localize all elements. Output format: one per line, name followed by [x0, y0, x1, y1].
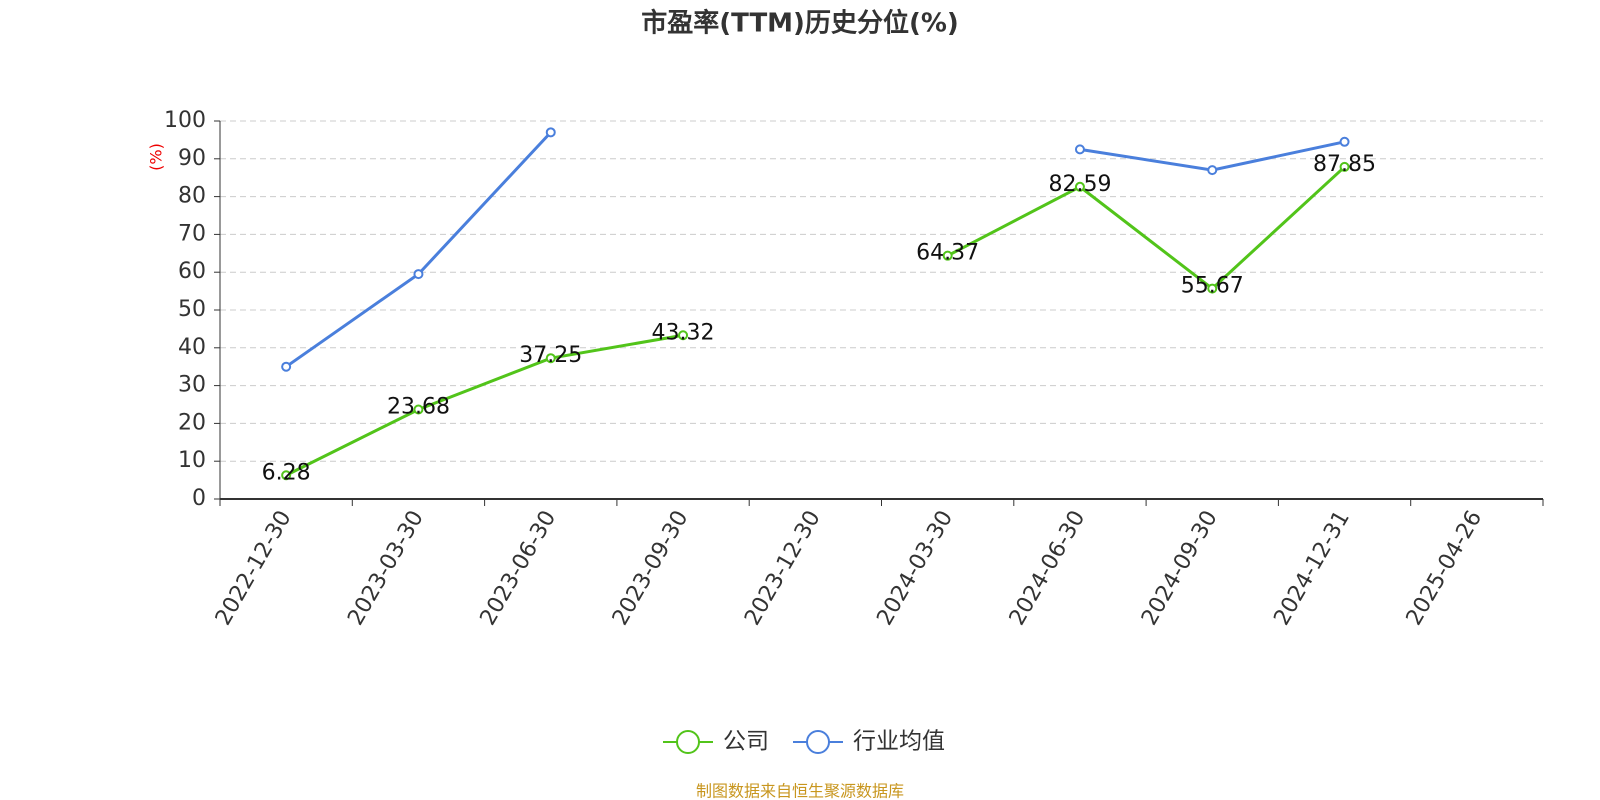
point [1339, 161, 1350, 172]
y-tick-label: 70 [178, 221, 206, 246]
y-tick-label: 0 [192, 486, 206, 511]
y-tick-label: 30 [178, 373, 206, 398]
x-tick-label: 2023-06-30 [476, 507, 562, 630]
y-tick-label: 100 [164, 108, 206, 133]
data-label: 64.37 [916, 241, 979, 266]
point [678, 330, 689, 341]
y-tick-label: 90 [178, 146, 206, 171]
x-tick-label: 2024-06-30 [1005, 507, 1091, 630]
legend-label: 公司 [723, 729, 769, 755]
point [1074, 181, 1085, 192]
data-label: 23.68 [387, 394, 450, 419]
point [413, 404, 424, 415]
y-axis-label: (%) [147, 143, 166, 171]
chart-title: 市盈率(TTM)历史分位(%) [641, 8, 959, 39]
series-line [285, 131, 1345, 368]
data-label: 82.59 [1048, 172, 1111, 197]
legend-marker [806, 730, 830, 754]
x-tick-label: 2023-09-30 [608, 507, 694, 630]
x-tick-label: 2024-12-31 [1269, 507, 1355, 630]
point [942, 250, 953, 261]
y-tick-label: 10 [178, 448, 206, 473]
point [1207, 283, 1218, 294]
x-tick-label: 2022-12-30 [211, 507, 297, 630]
legend-label: 行业均值 [853, 729, 945, 755]
x-tick-label: 2024-09-30 [1137, 507, 1223, 630]
point [281, 361, 292, 372]
legend-marker [676, 730, 700, 754]
data-label: 87.85 [1313, 152, 1376, 177]
data-label: 55.67 [1181, 274, 1244, 299]
point [1074, 144, 1085, 155]
y-tick-label: 20 [178, 410, 206, 435]
y-tick-label: 60 [178, 259, 206, 284]
data-label: 43.32 [652, 320, 715, 345]
series-line [285, 165, 1346, 477]
point [1207, 165, 1218, 176]
x-tick-label: 2024-03-30 [872, 507, 958, 630]
data-label: 37.25 [519, 343, 582, 368]
y-tick-label: 50 [178, 297, 206, 322]
x-tick-label: 2023-12-30 [740, 507, 826, 630]
point [413, 269, 424, 280]
source-note: 制图数据来自恒生聚源数据库 [696, 782, 904, 800]
point [545, 353, 556, 364]
x-tick-label: 2025-04-26 [1402, 507, 1488, 630]
point [545, 127, 556, 138]
point [1339, 136, 1350, 147]
x-tick-label: 2023-03-30 [343, 507, 429, 630]
data-label: 6.28 [262, 460, 311, 485]
y-tick-label: 40 [178, 335, 206, 360]
y-tick-label: 80 [178, 184, 206, 209]
point [281, 470, 292, 481]
